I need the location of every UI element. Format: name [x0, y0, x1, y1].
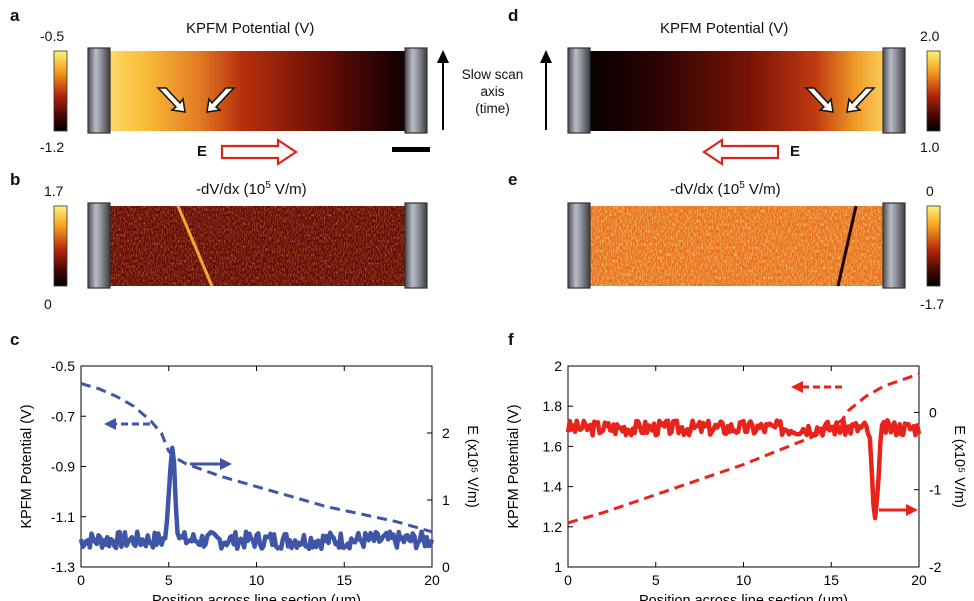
axis-indicator-arrowhead — [104, 418, 116, 430]
title-sup: 5 — [265, 180, 271, 191]
electrode-right-b — [404, 202, 428, 289]
series-1-field-line — [78, 445, 435, 552]
y-tick-label: -0.5 — [51, 358, 75, 374]
x-tick-label: 0 — [77, 572, 85, 588]
field-arrow-left — [702, 137, 780, 167]
y-tick-label: 1.2 — [543, 519, 563, 535]
field-label-d: E — [790, 143, 801, 160]
colorbar-max-e: 0 — [926, 183, 934, 199]
colorbar-min-e: -1.7 — [920, 296, 945, 312]
title-text: -dV/dx (10 — [196, 181, 266, 198]
field-peak-line-b — [176, 205, 214, 287]
axis-indicator-arrowhead — [220, 458, 232, 470]
x-tick-label: 20 — [424, 572, 440, 588]
axis-indicator-arrowhead — [906, 504, 918, 516]
panel-label-b: b — [10, 170, 21, 189]
x-tick-label: 10 — [736, 572, 752, 588]
y-axis-label: KPFM Potential (V) — [19, 404, 35, 528]
pointer-arrow — [156, 87, 236, 113]
x-tick-label: 5 — [165, 572, 173, 588]
slow-scan-line: Slow scan — [461, 67, 524, 82]
x-axis-label: Position across line section (μm) — [152, 593, 361, 601]
electrode-left-e — [567, 202, 591, 289]
image-panels — [53, 47, 941, 289]
panel-label-e: e — [508, 170, 518, 189]
title-text: V/m) — [270, 181, 307, 198]
y2-tick-label: 0 — [442, 559, 450, 575]
colorbar-e — [926, 205, 941, 287]
panel-label-c: c — [10, 330, 20, 349]
chart-c: 0 5 10 15 20 -1.3 -1.1 -0.9 -0.7 -0.5 0 1 2 Position … — [19, 358, 480, 601]
y-tick-label: -1.1 — [51, 509, 75, 525]
panel-title-a: KPFM Potential (V) — [186, 20, 315, 37]
colorbar-min-a: -1.2 — [40, 139, 65, 155]
panel-title-e: -dV/dx (105 V/m) — [670, 180, 781, 198]
field-arrow-right — [220, 137, 298, 167]
panel-label-d: d — [508, 6, 519, 25]
y2-tick-label: -1 — [929, 482, 942, 498]
y-tick-label: -0.7 — [51, 408, 75, 424]
title-text: -dV/dx (10 — [670, 181, 740, 198]
scale-bar — [392, 147, 430, 152]
slow-scan-arrow — [540, 50, 552, 130]
y-tick-label: -0.9 — [51, 459, 75, 475]
slow-scan-arrow — [437, 50, 449, 130]
y-tick-label: 1.6 — [543, 438, 563, 454]
panel-title-d: KPFM Potential (V) — [660, 20, 789, 37]
y2-tick-label: -2 — [929, 559, 942, 575]
axis-indicator-arrowhead — [791, 381, 803, 393]
electrode-left-d — [567, 47, 591, 134]
colorbar-max-d: 2.0 — [920, 28, 940, 44]
x-tick-label: 0 — [564, 572, 572, 588]
y2-tick-label: 2 — [442, 425, 450, 441]
slow-scan-line: axis — [480, 84, 505, 99]
panel-label-a: a — [10, 6, 20, 25]
y-axis-label: KPFM Potential (V) — [506, 404, 522, 528]
electrode-left-a — [87, 47, 111, 134]
x-tick-label: 10 — [249, 572, 265, 588]
chart-f: 0 5 10 15 20 1 1.2 1.4 1.6 1.8 2 -2 -1 0 Position acro… — [506, 358, 967, 601]
series-1-field-line — [565, 417, 922, 521]
field-peak-line-e — [836, 205, 858, 287]
electrode-right-e — [882, 202, 906, 289]
x-axis-label: Position across line section (μm) — [639, 593, 848, 601]
colorbar-b — [53, 205, 68, 287]
colorbar-min-d: 1.0 — [920, 139, 940, 155]
y2-tick-label: 0 — [929, 404, 937, 420]
title-sup: 5 — [739, 180, 745, 191]
colorbar-min-b: 0 — [44, 296, 52, 312]
title-text: V/m) — [744, 181, 781, 198]
panel-label-f: f — [508, 330, 514, 349]
y2-axis-label: E (x10⁵ V/m) — [951, 425, 967, 508]
y-tick-label: -1.3 — [51, 559, 75, 575]
electrode-right-a — [404, 47, 428, 134]
panel-title-b: -dV/dx (105 V/m) — [196, 180, 307, 198]
y-tick-label: 1 — [554, 559, 562, 575]
field-label-a: E — [197, 143, 208, 160]
colorbar-d — [926, 50, 941, 132]
pointer-arrow — [804, 87, 876, 113]
electrode-left-b — [87, 202, 111, 289]
field-image-b-texture — [96, 206, 420, 286]
series-0-potential-line — [567, 372, 920, 525]
x-tick-label: 5 — [652, 572, 660, 588]
x-tick-label: 15 — [823, 572, 839, 588]
colorbar-max-b: 1.7 — [44, 183, 64, 199]
electrode-right-d — [882, 47, 906, 134]
slow-scan-line: (time) — [475, 101, 510, 116]
colorbar-a — [53, 50, 68, 132]
colorbar-max-a: -0.5 — [40, 28, 65, 44]
series-0-potential-line — [80, 382, 433, 534]
y-tick-label: 1.8 — [543, 398, 563, 414]
x-tick-label: 20 — [911, 572, 927, 588]
kpfm-image-d — [576, 51, 896, 131]
y2-tick-label: 1 — [442, 492, 450, 508]
y-tick-label: 2 — [554, 358, 562, 374]
kpfm-image-a — [96, 51, 420, 131]
field-image-e-texture — [576, 206, 896, 286]
y-tick-label: 1.4 — [543, 479, 563, 495]
x-tick-label: 15 — [336, 572, 352, 588]
slow-scan-label: Slow scan axis (time) — [455, 66, 530, 117]
y2-axis-label: E (x10⁵ V/m) — [464, 425, 480, 508]
